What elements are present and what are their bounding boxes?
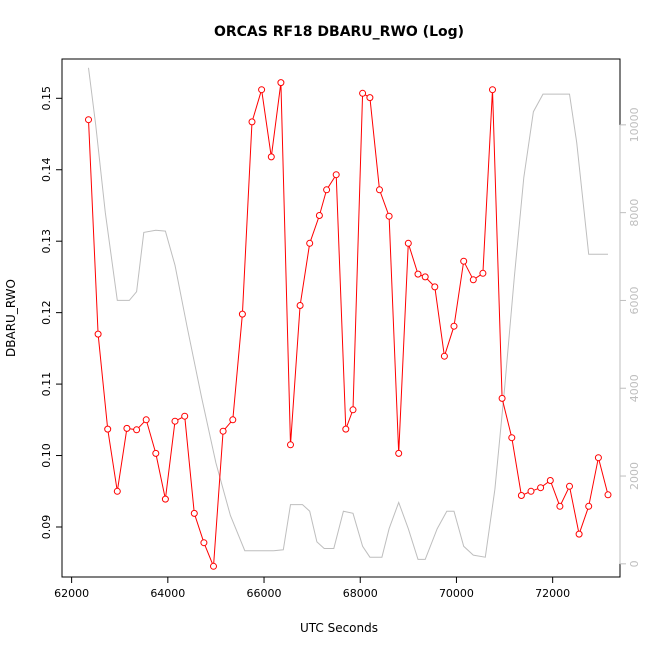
- data-point: [171, 417, 179, 425]
- altitude-line: [88, 67, 608, 560]
- data-point: [133, 426, 141, 434]
- data-point: [450, 322, 458, 330]
- chart-title: ORCAS RF18 DBARU_RWO (Log): [214, 24, 464, 40]
- data-point: [594, 454, 602, 462]
- data-point: [537, 484, 545, 492]
- y-tick-label: 0.14: [40, 157, 53, 182]
- y2-tick-label: 8000: [628, 199, 641, 227]
- data-point: [296, 302, 304, 309]
- data-point: [200, 539, 208, 547]
- data-point: [248, 118, 256, 126]
- y-tick-label: 0.10: [40, 443, 53, 468]
- series-layer: [85, 67, 612, 570]
- data-point: [421, 273, 429, 281]
- data-point: [94, 330, 102, 338]
- y-tick-label: 0.09: [40, 515, 53, 540]
- data-point: [152, 449, 160, 457]
- data-point: [604, 491, 612, 499]
- data-point: [287, 441, 294, 449]
- data-point: [219, 427, 227, 435]
- data-point: [575, 530, 583, 538]
- y-axis-right: 0 2000 4000 6000 8000 10000: [619, 107, 641, 567]
- data-point: [113, 487, 121, 495]
- data-point: [385, 212, 393, 220]
- data-point: [277, 79, 285, 87]
- data-point: [323, 186, 331, 194]
- data-point: [349, 406, 357, 414]
- x-tick-label: 68000: [343, 587, 378, 600]
- y-axis-left: 0.09 0.10 0.11 0.12 0.13 0.14 0.15: [40, 86, 63, 540]
- data-point: [460, 257, 468, 265]
- y2-tick-label: 0: [628, 560, 641, 567]
- data-point: [585, 502, 593, 510]
- data-point: [190, 509, 198, 517]
- data-point: [489, 86, 496, 94]
- data-point: [267, 153, 275, 161]
- data-point: [258, 86, 266, 94]
- x-tick-label: 70000: [439, 587, 474, 600]
- data-point: [395, 449, 403, 457]
- y-tick-label: 0.15: [40, 86, 53, 111]
- data-point: [210, 562, 217, 570]
- data-point: [376, 186, 383, 194]
- data-point: [306, 239, 314, 247]
- data-point: [556, 502, 564, 510]
- data-point: [566, 482, 573, 490]
- y-axis-label: DBARU_RWO: [4, 279, 18, 357]
- data-point: [498, 394, 506, 402]
- y2-tick-label: 4000: [628, 374, 641, 402]
- data-point: [104, 425, 112, 433]
- x-tick-label: 66000: [247, 587, 282, 600]
- data-point: [123, 424, 131, 432]
- data-point: [142, 416, 150, 424]
- data-point: [431, 283, 439, 291]
- x-tick-label: 72000: [535, 587, 570, 600]
- x-tick-label: 64000: [150, 587, 185, 600]
- data-point: [508, 434, 516, 442]
- data-point: [469, 276, 477, 284]
- y-tick-label: 0.13: [40, 229, 53, 254]
- data-point: [517, 492, 525, 499]
- x-axis: 62000 64000 66000 68000 70000 72000: [54, 576, 570, 600]
- y2-tick-label: 10000: [628, 107, 641, 142]
- data-point: [527, 487, 535, 495]
- y-tick-label: 0.12: [40, 300, 53, 325]
- data-point: [315, 212, 323, 219]
- y-tick-label: 0.11: [40, 372, 53, 397]
- x-tick-label: 62000: [54, 587, 89, 600]
- data-point: [404, 239, 412, 247]
- data-point: [414, 270, 422, 278]
- data-point: [479, 269, 487, 277]
- data-point: [181, 412, 189, 420]
- data-point: [161, 495, 169, 503]
- data-point: [342, 425, 350, 433]
- data-point: [229, 416, 237, 424]
- plot-frame: [61, 58, 621, 578]
- data-point: [359, 89, 367, 97]
- y2-tick-label: 2000: [628, 462, 641, 490]
- data-point: [546, 477, 554, 484]
- data-point: [366, 94, 374, 102]
- y2-tick-label: 6000: [628, 286, 641, 314]
- data-point: [440, 352, 448, 360]
- data-point: [332, 171, 340, 179]
- data-point: [85, 116, 92, 124]
- x-axis-label: UTC Seconds: [300, 621, 378, 635]
- data-point: [238, 310, 246, 318]
